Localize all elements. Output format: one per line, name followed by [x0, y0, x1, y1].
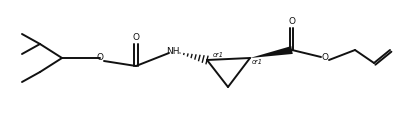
- Text: or1: or1: [252, 59, 263, 65]
- Text: O: O: [288, 17, 296, 25]
- Text: NH: NH: [166, 48, 180, 57]
- Text: O: O: [97, 53, 104, 63]
- Polygon shape: [250, 46, 293, 58]
- Text: O: O: [132, 32, 139, 42]
- Text: or1: or1: [213, 52, 224, 58]
- Text: O: O: [322, 53, 329, 63]
